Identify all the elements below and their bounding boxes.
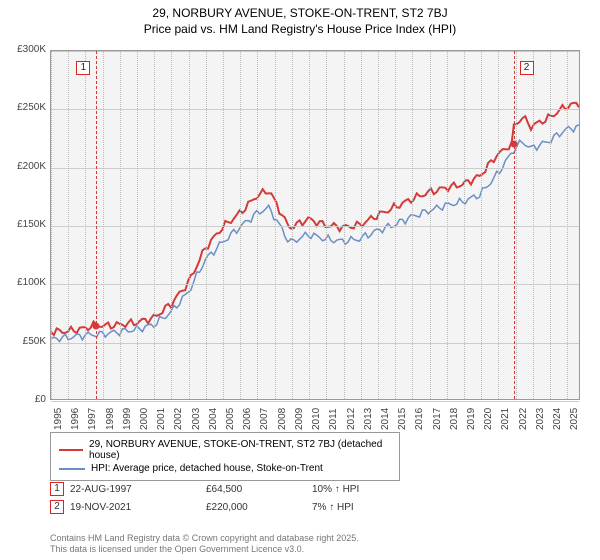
x-axis-label: 2008 <box>277 408 288 430</box>
x-axis-label: 2019 <box>466 408 477 430</box>
transaction-table: 1 22-AUG-1997 £64,500 10% ↑ HPI 2 19-NOV… <box>50 478 359 518</box>
credit-line: This data is licensed under the Open Gov… <box>50 544 359 556</box>
row-price: £64,500 <box>206 484 306 495</box>
y-axis-label: £300K <box>6 44 46 55</box>
x-axis-label: 1995 <box>53 408 64 430</box>
row-date: 19-NOV-2021 <box>70 502 200 513</box>
legend: 29, NORBURY AVENUE, STOKE-ON-TRENT, ST2 … <box>50 432 400 481</box>
x-axis-label: 2016 <box>414 408 425 430</box>
data-point-marker <box>93 322 100 329</box>
data-point-marker <box>510 141 517 148</box>
y-axis-label: £250K <box>6 102 46 113</box>
chart-subtitle: Price paid vs. HM Land Registry's House … <box>0 20 600 36</box>
x-axis-label: 2020 <box>483 408 494 430</box>
x-axis-label: 2007 <box>259 408 270 430</box>
x-axis-label: 1998 <box>105 408 116 430</box>
line-plot <box>51 51 579 399</box>
y-axis-label: £200K <box>6 161 46 172</box>
legend-swatch-icon <box>59 468 85 470</box>
x-axis-label: 2005 <box>225 408 236 430</box>
legend-item: 29, NORBURY AVENUE, STOKE-ON-TRENT, ST2 … <box>59 439 391 461</box>
x-axis-label: 1999 <box>122 408 133 430</box>
x-axis-label: 2015 <box>397 408 408 430</box>
x-axis-label: 2010 <box>311 408 322 430</box>
y-axis-label: £50K <box>6 336 46 347</box>
y-axis-label: £100K <box>6 277 46 288</box>
x-axis-label: 2002 <box>173 408 184 430</box>
credit-line: Contains HM Land Registry data © Crown c… <box>50 533 359 545</box>
x-axis-label: 2025 <box>569 408 580 430</box>
reference-marker: 1 <box>76 61 90 75</box>
x-axis-label: 1997 <box>87 408 98 430</box>
reference-marker: 2 <box>520 61 534 75</box>
x-axis-label: 2006 <box>242 408 253 430</box>
x-axis-label: 2011 <box>328 408 339 430</box>
legend-label: HPI: Average price, detached house, Stok… <box>91 463 323 474</box>
chart-container: 29, NORBURY AVENUE, STOKE-ON-TRENT, ST2 … <box>0 0 600 560</box>
y-axis-label: £150K <box>6 219 46 230</box>
table-row: 1 22-AUG-1997 £64,500 10% ↑ HPI <box>50 482 359 496</box>
x-axis-label: 2014 <box>380 408 391 430</box>
plot-area: 12 <box>50 50 580 400</box>
row-price: £220,000 <box>206 502 306 513</box>
legend-swatch-icon <box>59 449 83 451</box>
x-axis-label: 2009 <box>294 408 305 430</box>
x-axis-label: 2000 <box>139 408 150 430</box>
x-axis-label: 2021 <box>500 408 511 430</box>
x-axis-label: 2001 <box>156 408 167 430</box>
x-axis-label: 2003 <box>191 408 202 430</box>
x-axis-label: 2023 <box>535 408 546 430</box>
x-axis-label: 2022 <box>518 408 529 430</box>
x-axis-label: 2017 <box>432 408 443 430</box>
x-axis-label: 1996 <box>70 408 81 430</box>
x-axis-label: 2018 <box>449 408 460 430</box>
x-axis-label: 2012 <box>346 408 357 430</box>
table-row: 2 19-NOV-2021 £220,000 7% ↑ HPI <box>50 500 359 514</box>
row-delta: 7% ↑ HPI <box>312 502 354 513</box>
y-axis-label: £0 <box>6 394 46 405</box>
legend-label: 29, NORBURY AVENUE, STOKE-ON-TRENT, ST2 … <box>89 439 391 461</box>
x-axis-label: 2004 <box>208 408 219 430</box>
x-axis-label: 2013 <box>363 408 374 430</box>
credit-text: Contains HM Land Registry data © Crown c… <box>50 533 359 556</box>
row-date: 22-AUG-1997 <box>70 484 200 495</box>
legend-item: HPI: Average price, detached house, Stok… <box>59 463 391 474</box>
row-marker-icon: 1 <box>50 482 64 496</box>
row-marker-icon: 2 <box>50 500 64 514</box>
chart-title: 29, NORBURY AVENUE, STOKE-ON-TRENT, ST2 … <box>0 0 600 20</box>
row-delta: 10% ↑ HPI <box>312 484 359 495</box>
x-axis-label: 2024 <box>552 408 563 430</box>
